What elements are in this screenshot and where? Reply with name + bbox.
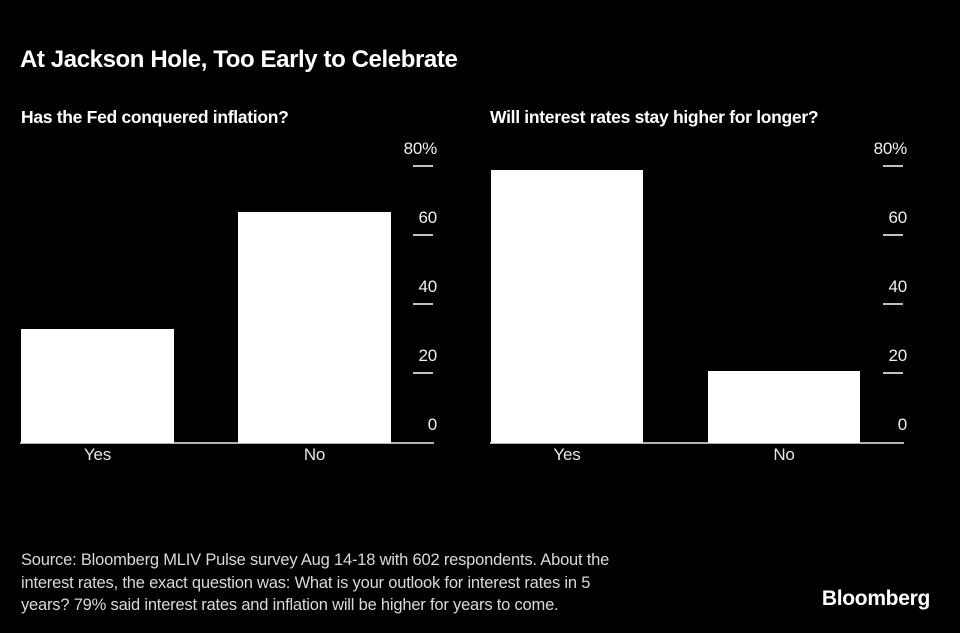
y-axis-label: 60 bbox=[418, 208, 437, 227]
category-label: Yes bbox=[83, 445, 112, 464]
y-axis-tick bbox=[413, 165, 433, 167]
y-axis-tick bbox=[883, 165, 903, 167]
y-axis-tick bbox=[883, 303, 903, 305]
page-title: At Jackson Hole, Too Early to Celebrate bbox=[20, 46, 458, 74]
bar-no bbox=[708, 371, 860, 443]
y-axis-label: 80% bbox=[403, 139, 438, 158]
chart-question-inflation: Has the Fed conquered inflation? bbox=[21, 106, 289, 127]
x-axis-line bbox=[490, 442, 904, 444]
y-axis-label: 80% bbox=[873, 139, 908, 158]
y-axis-tick bbox=[883, 372, 903, 374]
source-line: Source: Bloomberg MLIV Pulse survey Aug … bbox=[21, 551, 610, 569]
category-label: No bbox=[303, 445, 326, 464]
y-axis-label: 20 bbox=[888, 346, 907, 365]
x-axis-line bbox=[20, 442, 434, 444]
y-axis-label: 20 bbox=[418, 346, 437, 365]
y-axis-tick bbox=[413, 303, 433, 305]
source-note: Source: Bloomberg MLIV Pulse survey Aug … bbox=[21, 549, 609, 617]
y-axis-label: 60 bbox=[888, 208, 907, 227]
category-label: No bbox=[773, 445, 795, 464]
y-axis-tick bbox=[883, 234, 903, 236]
y-axis-tick bbox=[413, 372, 433, 374]
category-label: Yes bbox=[553, 445, 581, 464]
source-line: interest rates, the exact question was: … bbox=[21, 573, 591, 592]
bloomberg-logo: Bloomberg bbox=[821, 587, 930, 610]
chart-question-rates: Will interest rates stay higher for long… bbox=[490, 106, 819, 127]
y-axis-label: 0 bbox=[427, 415, 437, 434]
source-line: years? 79% said interest rates and infla… bbox=[21, 596, 559, 614]
y-axis-tick bbox=[413, 234, 433, 236]
y-axis-label: 40 bbox=[888, 277, 907, 296]
y-axis-label: 0 bbox=[897, 415, 907, 434]
y-axis-label: 40 bbox=[418, 277, 437, 296]
bar-yes bbox=[21, 329, 174, 443]
bar-no bbox=[238, 212, 391, 443]
bar-yes bbox=[491, 170, 643, 443]
